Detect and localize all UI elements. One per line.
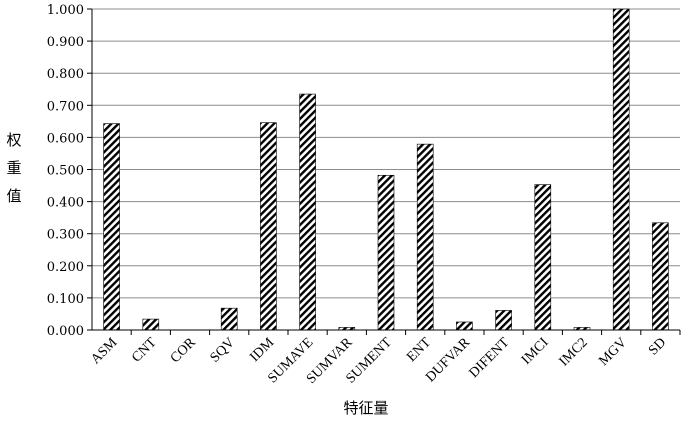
- bars: [103, 8, 669, 331]
- bar-sqv: [220, 307, 238, 331]
- y-tick-label: 0.400: [47, 196, 84, 211]
- x-tick-label: ENT: [404, 335, 434, 365]
- y-tick-label: 0.900: [47, 35, 84, 50]
- x-tick-label: MGV: [596, 335, 630, 369]
- x-tick-label: ASM: [88, 335, 120, 367]
- y-tick-label: 0.800: [47, 67, 84, 82]
- y-tick-label: 0.200: [47, 260, 84, 275]
- y-tick-label: 0.600: [47, 131, 84, 146]
- x-tick-label: IDM: [247, 335, 277, 365]
- y-axis-title: 权重值: [6, 131, 21, 205]
- y-tick-labels: 0.000 0.100 0.200 0.300 0.400 0.500 0.600 0.700…: [47, 3, 92, 339]
- y-tick-label: 0.000: [47, 324, 84, 339]
- bar-sumave: [299, 93, 316, 331]
- y-tick-label: 0.300: [47, 228, 84, 243]
- y-tick-label: 0.100: [47, 292, 84, 307]
- bar-difent: [495, 310, 512, 331]
- bar-sument: [377, 174, 395, 331]
- x-tick-label: IMC2: [557, 335, 591, 369]
- y-tick-label: 0.700: [47, 99, 84, 114]
- bar-cnt: [142, 318, 160, 331]
- x-tick-label: DUFVAR: [423, 335, 474, 386]
- x-tick-label: COR: [168, 335, 199, 366]
- bar-mgv: [612, 8, 630, 331]
- bar-imci: [534, 184, 552, 331]
- gridlines: [92, 8, 680, 299]
- bar-asm: [103, 123, 120, 331]
- bar-idm: [260, 122, 277, 331]
- x-axis-title: 特征量: [343, 399, 388, 417]
- bar-ent: [416, 143, 434, 331]
- x-tick-label: SQV: [208, 335, 238, 365]
- x-tick-label: SD: [646, 335, 669, 358]
- y-tick-label: 1.000: [47, 3, 84, 18]
- bar-sd: [652, 222, 669, 331]
- x-tick-label: IMCI: [519, 335, 552, 368]
- bar-dufvar: [456, 321, 473, 331]
- x-tick-label: CNT: [129, 335, 160, 366]
- y-tick-label: 0.500: [47, 164, 84, 179]
- x-tick-label: DIFENT: [467, 335, 513, 381]
- axes: [91, 9, 680, 331]
